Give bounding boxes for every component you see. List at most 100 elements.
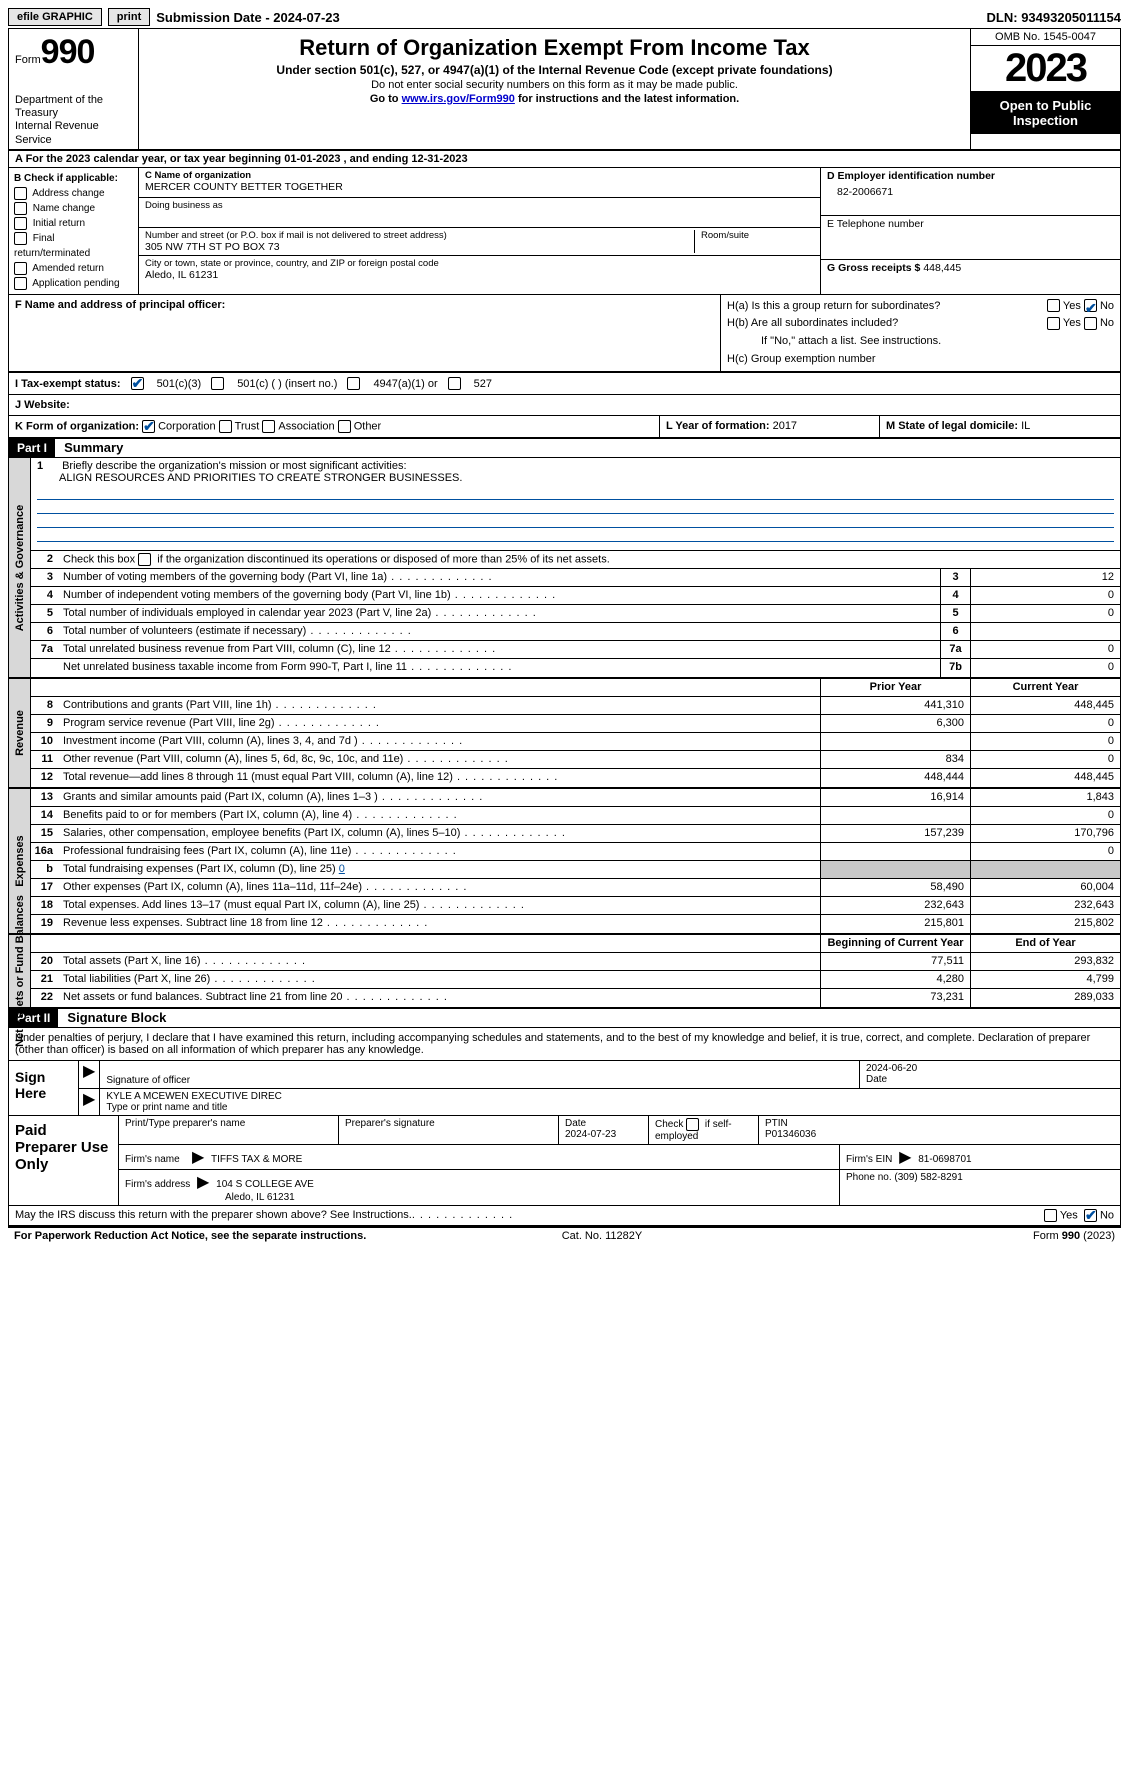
form-container: Form990 Department of the Treasury Inter… (8, 28, 1121, 1228)
box-k: K Form of organization: Corporation Trus… (9, 416, 660, 437)
line-2: 2 Check this box if the organization dis… (31, 551, 1120, 569)
boxb-cb[interactable] (14, 277, 27, 290)
paid-preparer: Paid Preparer Use Only Print/Type prepar… (9, 1116, 1120, 1206)
ein: 82-2006671 (827, 182, 1114, 202)
sign-here: Sign Here ▶ Signature of officer 2024-06… (9, 1061, 1120, 1116)
table-row: 21Total liabilities (Part X, line 26)4,2… (31, 971, 1120, 989)
table-row: 4Number of independent voting members of… (31, 587, 1120, 605)
arrow-icon: ▶ (79, 1061, 100, 1088)
table-row: 12Total revenue—add lines 8 through 11 (… (31, 769, 1120, 787)
header-right: OMB No. 1545-0047 2023 Open to Public In… (970, 29, 1120, 149)
table-row: 16aProfessional fundraising fees (Part I… (31, 843, 1120, 861)
form-title: Return of Organization Exempt From Incom… (147, 35, 962, 61)
table-row: 22Net assets or fund balances. Subtract … (31, 989, 1120, 1007)
table-row: 11Other revenue (Part VIII, column (A), … (31, 751, 1120, 769)
arrow-icon: ▶ (188, 1149, 208, 1166)
hb-yes[interactable] (1047, 317, 1060, 330)
table-row: 19Revenue less expenses. Subtract line 1… (31, 915, 1120, 933)
top-bar: efile GRAPHIC print Submission Date - 20… (8, 8, 1121, 26)
part-i-header: Part I Summary (9, 439, 1120, 458)
form-number: 990 (41, 33, 95, 71)
section-expenses: Expenses 13Grants and similar amounts pa… (9, 789, 1120, 935)
table-row: 17Other expenses (Part IX, column (A), l… (31, 879, 1120, 897)
page-footer: For Paperwork Reduction Act Notice, see … (8, 1228, 1121, 1244)
boxb-cb[interactable] (14, 202, 27, 215)
box-l: L Year of formation: 2017 (660, 416, 880, 437)
ha-yes[interactable] (1047, 299, 1060, 312)
rev-header: Prior Year Current Year (31, 679, 1120, 697)
table-row: 7aTotal unrelated business revenue from … (31, 641, 1120, 659)
box-c: C Name of organization MERCER COUNTY BET… (139, 168, 820, 294)
section-netassets: Net Assets or Fund Balances Beginning of… (9, 935, 1120, 1009)
dln: DLN: 93493205011154 (987, 10, 1121, 25)
i-501c[interactable] (211, 377, 224, 390)
self-emp-cb[interactable] (686, 1118, 699, 1131)
box-h: H(a) Is this a group return for subordin… (720, 295, 1120, 371)
gross-receipts: 448,445 (923, 262, 961, 274)
hb-no[interactable] (1084, 317, 1097, 330)
org-name: MERCER COUNTY BETTER TOGETHER (145, 181, 814, 193)
i-527[interactable] (448, 377, 461, 390)
box-m: M State of legal domicile: IL (880, 416, 1120, 437)
row-klm: K Form of organization: Corporation Trus… (9, 416, 1120, 439)
entity-block: B Check if applicable: Address change Na… (9, 168, 1120, 295)
efile-badge: efile GRAPHIC (8, 8, 102, 26)
omb-number: OMB No. 1545-0047 (971, 29, 1120, 46)
section-governance: Activities & Governance 1 Briefly descri… (9, 458, 1120, 679)
table-row: 14Benefits paid to or for members (Part … (31, 807, 1120, 825)
boxb-cb[interactable] (14, 232, 27, 245)
table-row: 18Total expenses. Add lines 13–17 (must … (31, 897, 1120, 915)
box-b: B Check if applicable: Address change Na… (9, 168, 139, 294)
i-4947[interactable] (347, 377, 360, 390)
row-f-h: F Name and address of principal officer:… (9, 295, 1120, 372)
side-governance: Activities & Governance (9, 458, 31, 677)
section-revenue: Revenue Prior Year Current Year 8Contrib… (9, 679, 1120, 789)
k-trust[interactable] (219, 420, 232, 433)
boxb-cb[interactable] (14, 262, 27, 275)
line2-cb[interactable] (138, 553, 151, 566)
submission-date: Submission Date - 2024-07-23 (156, 10, 340, 25)
period-row: A For the 2023 calendar year, or tax yea… (9, 151, 1120, 168)
k-other[interactable] (338, 420, 351, 433)
perjury-text: Under penalties of perjury, I declare th… (9, 1028, 1120, 1061)
print-button[interactable]: print (108, 8, 150, 26)
net-header: Beginning of Current Year End of Year (31, 935, 1120, 953)
side-revenue: Revenue (9, 679, 31, 787)
table-row: 20Total assets (Part X, line 16)77,51129… (31, 953, 1120, 971)
org-street: 305 NW 7TH ST PO BOX 73 (145, 241, 694, 253)
ha-no[interactable] (1084, 299, 1097, 312)
i-501c3[interactable] (131, 377, 144, 390)
arrow-icon: ▶ (193, 1174, 213, 1191)
table-row: 6Total number of volunteers (estimate if… (31, 623, 1120, 641)
mission-lines (37, 486, 1114, 546)
table-row: 3Number of voting members of the governi… (31, 569, 1120, 587)
arrow-icon: ▶ (79, 1089, 100, 1115)
sign-date: 2024-06-20 (866, 1063, 1114, 1074)
irs-link[interactable]: www.irs.gov/Form990 (402, 93, 515, 105)
ssn-note: Do not enter social security numbers on … (147, 79, 962, 91)
mission: ALIGN RESOURCES AND PRIORITIES TO CREATE… (37, 472, 462, 484)
k-assoc[interactable] (262, 420, 275, 433)
table-row: 9Program service revenue (Part VIII, lin… (31, 715, 1120, 733)
table-row: 8Contributions and grants (Part VIII, li… (31, 697, 1120, 715)
goto-note: Go to www.irs.gov/Form990 for instructio… (147, 93, 962, 105)
table-row: 13Grants and similar amounts paid (Part … (31, 789, 1120, 807)
table-row: 15Salaries, other compensation, employee… (31, 825, 1120, 843)
box-f: F Name and address of principal officer: (9, 295, 720, 371)
header-left: Form990 Department of the Treasury Inter… (9, 29, 139, 149)
arrow-icon: ▶ (895, 1149, 915, 1166)
firm-ein: 81-0698701 (918, 1154, 971, 1165)
part-ii-header: Part II Signature Block (9, 1009, 1120, 1028)
dept-label: Department of the Treasury Internal Reve… (15, 94, 132, 147)
row-j: J Website: (9, 394, 1120, 416)
irs-yes[interactable] (1044, 1209, 1057, 1222)
boxb-cb[interactable] (14, 217, 27, 230)
ptin: P01346036 (765, 1129, 1114, 1140)
boxb-cb[interactable] (14, 187, 27, 200)
firm-name: TIFFS TAX & MORE (211, 1154, 302, 1165)
irs-no[interactable] (1084, 1209, 1097, 1222)
org-city: Aledo, IL 61231 (145, 269, 814, 281)
table-row: 5Total number of individuals employed in… (31, 605, 1120, 623)
k-corp[interactable] (142, 420, 155, 433)
officer-name: KYLE A MCEWEN EXECUTIVE DIREC (106, 1091, 1114, 1102)
